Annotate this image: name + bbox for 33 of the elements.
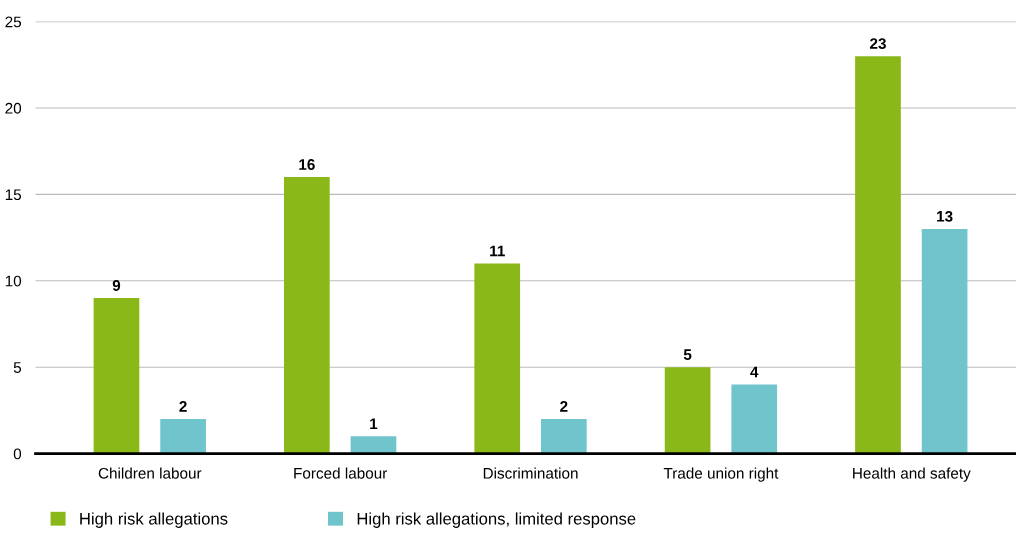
data-label: 2 [560, 401, 568, 412]
bar [350, 436, 397, 454]
bar [160, 419, 206, 454]
bar [474, 263, 521, 454]
x-tick-label: Children labour [98, 467, 202, 479]
data-label: 13 [937, 210, 953, 222]
legend-label: High risk allegations [80, 512, 228, 528]
data-label: 16 [299, 159, 315, 170]
bar [284, 177, 330, 454]
y-tick-label: 25 [5, 16, 22, 28]
data-label: 4 [750, 366, 759, 378]
bar [93, 298, 140, 454]
bar [855, 56, 901, 454]
data-label: 11 [490, 245, 505, 257]
x-tick-label: Discrimination [483, 467, 578, 479]
bar [664, 367, 711, 454]
x-tick-label: Forced labour [294, 467, 388, 479]
bar [921, 228, 968, 454]
data-label: 1 [370, 418, 378, 429]
x-tick-label: Trade union right [663, 467, 779, 482]
data-label: 9 [112, 280, 121, 291]
y-tick-label: 0 [13, 448, 22, 460]
y-tick-label: 20 [5, 102, 22, 114]
bar [541, 419, 587, 454]
y-tick-label: 15 [5, 189, 22, 201]
legend-label: High risk allegations, limited response [357, 512, 636, 528]
y-tick-label: 10 [5, 275, 22, 287]
y-tick-label: 5 [13, 362, 22, 373]
data-label: 5 [683, 349, 692, 361]
x-tick-label: Health and safety [853, 467, 971, 482]
bar [731, 384, 778, 454]
data-label: 2 [179, 401, 187, 412]
data-label: 23 [870, 38, 886, 49]
